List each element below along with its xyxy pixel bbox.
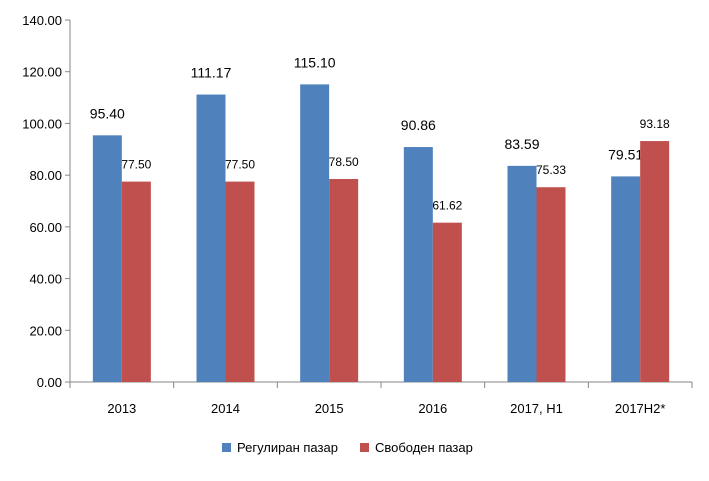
data-label-regulated: 111.17 [191,65,232,81]
data-label-free: 77.50 [225,158,255,172]
legend-swatch-regulated [222,443,231,452]
x-tick-label: 2016 [418,401,447,416]
bar-regulated [92,135,122,382]
y-tick-label: 100.00 [22,116,62,131]
data-label-free: 61.62 [432,199,462,213]
data-label-regulated: 115.10 [294,54,336,70]
legend-item-free: Свободен пазар [359,440,473,455]
bar-free [640,141,670,382]
data-label-regulated: 95.40 [90,105,125,121]
bar-regulated [300,84,330,383]
legend-item-regulated: Регулиран пазар [222,440,338,455]
legend: Регулиран пазар Свободен пазар [222,440,495,455]
bar-regulated [611,176,641,382]
y-tick-label: 40.00 [29,272,62,287]
y-tick-label: 80.00 [29,168,62,183]
y-tick-label: 120.00 [22,65,62,80]
bar-regulated [196,94,226,382]
bar-regulated [403,147,433,382]
legend-label-regulated: Регулиран пазар [237,440,338,455]
x-tick-label: 2013 [107,401,136,416]
x-tick-label: 2014 [211,401,240,416]
x-tick-label: 2017, H1 [510,401,563,416]
bar-free [432,222,462,382]
data-label-regulated: 79.51 [608,146,643,162]
data-label-free: 77.50 [121,158,151,172]
x-tick-label: 2015 [315,401,344,416]
data-label-regulated: 83.59 [504,136,539,152]
bar-free [329,179,359,382]
bar-free [536,187,566,382]
data-label-regulated: 90.86 [401,117,436,133]
y-tick-label: 0.00 [37,375,62,390]
data-label-free: 78.50 [329,155,359,169]
data-label-free: 93.18 [640,117,670,131]
legend-swatch-free [359,443,369,452]
y-tick-label: 140.00 [22,13,62,28]
bar-free [225,181,255,382]
y-tick-label: 20.00 [29,323,62,338]
x-tick-label: 2017H2* [615,401,666,416]
legend-label-free: Свободен пазар [374,440,473,455]
y-tick-label: 60.00 [29,220,62,235]
data-label-free: 75.33 [536,163,566,177]
bar-regulated [507,165,537,382]
bar-free [121,181,151,382]
